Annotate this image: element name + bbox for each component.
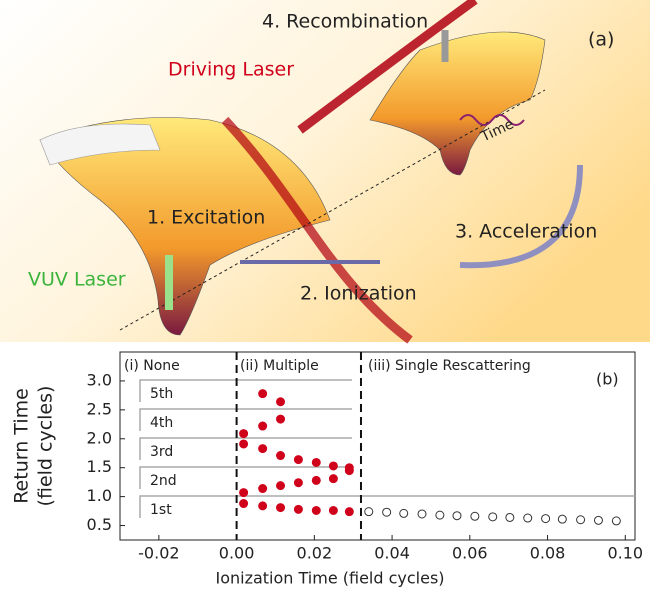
data-point (259, 390, 267, 398)
order-label: 3rd (150, 444, 173, 460)
order-label: 2nd (150, 473, 177, 489)
data-point (577, 516, 585, 524)
x-tick-label: 0.00 (219, 544, 255, 563)
data-point (383, 508, 391, 516)
data-point (277, 398, 285, 406)
y-tick-label: 3.0 (87, 370, 112, 389)
data-point (365, 508, 373, 516)
data-point (240, 489, 248, 497)
x-tick-label: 0.06 (452, 544, 488, 563)
order-label: 4th (150, 415, 173, 431)
laser-label: Driving Laser (168, 59, 294, 81)
order-label: 5th (150, 386, 173, 402)
step-label: 3. Acceleration (455, 221, 597, 243)
excitation-arrow (165, 255, 173, 310)
y-tick-label: 2.0 (87, 428, 112, 447)
x-tick-label: 0.04 (374, 544, 410, 563)
data-point (612, 517, 620, 525)
data-point (240, 500, 248, 508)
y-tick-label: 2.5 (87, 399, 112, 418)
panel-label: (b) (596, 370, 619, 389)
region-label: (iii) Single Rescattering (368, 358, 531, 374)
figure: 4. Recombination (a) Driving Laser 1. Ex… (0, 0, 650, 595)
data-point (506, 513, 514, 521)
data-point (294, 479, 302, 487)
data-point (418, 510, 426, 518)
data-point (453, 512, 461, 520)
data-point (312, 458, 320, 466)
data-point (294, 505, 302, 513)
data-point (259, 422, 267, 430)
data-point (471, 512, 479, 520)
data-point (542, 515, 550, 523)
data-point (277, 452, 285, 460)
data-point (277, 504, 285, 512)
y-axis-label: Return Time (11, 388, 33, 504)
x-tick-label: 0.08 (530, 544, 566, 563)
data-point (558, 515, 566, 523)
step-label: 4. Recombination (262, 11, 428, 33)
data-point (240, 430, 248, 438)
data-point (259, 445, 267, 453)
x-axis-label: Ionization Time (field cycles) (215, 569, 444, 588)
data-point (489, 513, 497, 521)
data-point (259, 485, 267, 493)
data-point (400, 509, 408, 517)
step-label: 2. Ionization (300, 283, 417, 305)
step-label: 1. Excitation (147, 207, 265, 229)
laser-label: VUV Laser (28, 269, 126, 291)
x-tick-label: -0.02 (138, 544, 179, 563)
y-tick-label: 1.0 (87, 486, 112, 505)
data-point (277, 415, 285, 423)
data-point (240, 440, 248, 448)
region-label: (ii) Multiple (240, 358, 319, 374)
order-label: 1st (150, 502, 172, 518)
panel-label: (a) (588, 29, 614, 51)
data-point (329, 462, 337, 470)
data-point (277, 482, 285, 490)
data-point (345, 508, 353, 516)
data-point (259, 502, 267, 510)
data-point (329, 506, 337, 514)
x-tick-label: 0.10 (607, 544, 643, 563)
region-label: (i) None (124, 358, 180, 374)
data-point (524, 514, 532, 522)
data-point (312, 476, 320, 484)
y-tick-label: 0.5 (87, 515, 112, 534)
data-point (294, 456, 302, 464)
data-point (345, 464, 353, 472)
x-tick-label: 0.02 (297, 544, 333, 563)
data-point (312, 506, 320, 514)
data-point (594, 516, 602, 524)
y-tick-label: 1.5 (87, 457, 112, 476)
data-point (436, 511, 444, 519)
data-point (329, 475, 337, 483)
y-axis-label: (field cycles) (35, 386, 57, 507)
